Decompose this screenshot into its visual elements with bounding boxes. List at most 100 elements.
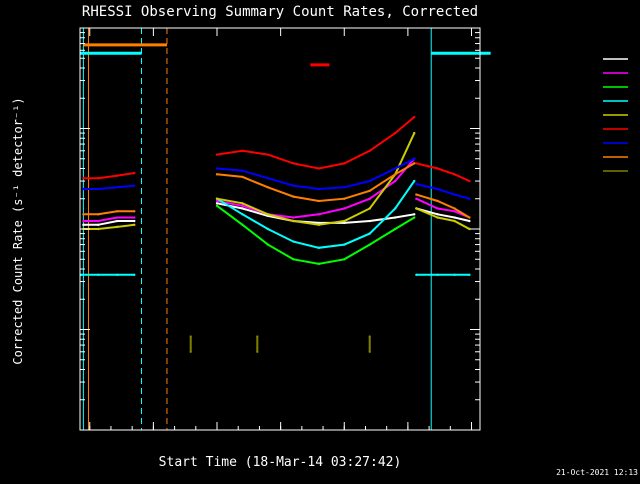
series-7-point-2-1	[436, 199, 439, 203]
legend	[603, 58, 628, 172]
series-4-point-1-4	[317, 223, 321, 227]
series-6-point-2-3	[468, 197, 471, 200]
series-3-point-1-7	[393, 207, 397, 210]
series-2-point-0-6	[368, 243, 371, 246]
series-8-point-0-1	[189, 335, 192, 338]
chart-title: RHESSI Observing Summary Count Rates, Co…	[82, 4, 478, 20]
series-7-point-2-0	[415, 193, 418, 196]
series-4-point-1-5	[343, 219, 346, 223]
plot-area	[80, 28, 491, 430]
series-4-point-1-0	[215, 197, 219, 200]
series-6-point-1-8	[413, 157, 416, 160]
series-6-segment-1	[216, 157, 415, 191]
series-5-point-1-2	[266, 153, 270, 156]
plot-inner	[80, 28, 471, 430]
series-6-segment-2	[416, 183, 470, 200]
series-5-point-1-5	[343, 162, 346, 165]
series-7-point-1-7	[393, 173, 397, 176]
series-7-point-1-0	[215, 173, 219, 176]
series-4-point-1-8	[413, 131, 416, 135]
series-0-point-0-1	[97, 223, 100, 227]
series-1-point-0-0	[82, 219, 85, 223]
series-2-point-0-1	[241, 223, 244, 227]
y-axis-label: Corrected Count Rate (s⁻¹ detector⁻¹)	[11, 97, 25, 364]
footer-timestamp: 21-Oct-2021 12:13	[556, 468, 638, 477]
series-0-point-0-0	[82, 223, 85, 227]
series-0-segment-2	[416, 207, 470, 222]
series-5-point-2-2	[453, 173, 456, 176]
series-5-point-1-1	[241, 149, 244, 152]
series-5-point-2-3	[468, 179, 471, 183]
series-1-point-1-0	[215, 199, 219, 203]
series-5-point-0-1	[97, 177, 100, 180]
series-6-point-1-4	[317, 187, 321, 191]
series-6-point-1-7	[393, 167, 397, 170]
series-4-segment-2	[416, 207, 470, 230]
series-1-point-2-2	[453, 210, 456, 213]
series-5-point-2-0	[415, 162, 418, 165]
series-3-point-0-2	[116, 273, 119, 277]
series-8-point-0-0	[189, 350, 192, 353]
series-0-point-1-7	[393, 216, 397, 219]
series-6-point-0-0	[82, 187, 85, 191]
series-5-point-1-3	[292, 162, 295, 165]
series-7-point-1-6	[368, 189, 371, 192]
series-6-point-1-0	[215, 167, 219, 170]
series-5-point-0-2	[116, 174, 119, 177]
series-5-segment-0	[83, 172, 135, 180]
series-5-segment-1	[216, 116, 415, 170]
series-3-point-0-1	[97, 273, 100, 277]
series-7-segment-1	[216, 162, 415, 203]
series-1-point-1-6	[368, 197, 371, 200]
series-0-point-1-6	[368, 219, 371, 223]
series-2-point-0-8	[413, 216, 416, 219]
series-1-point-1-3	[292, 216, 295, 219]
series-8-point-2-0	[368, 350, 371, 353]
series-7-point-1-4	[317, 199, 321, 203]
series-4-point-2-1	[436, 216, 439, 219]
series-1-segment-0	[83, 216, 135, 222]
series-0-point-0-2	[116, 219, 119, 223]
series-4-point-1-2	[266, 213, 270, 216]
series-7-point-1-2	[266, 186, 270, 189]
series-3-point-1-5	[343, 243, 346, 246]
series-5-point-1-7	[393, 131, 397, 135]
series-0-point-1-1	[241, 207, 244, 210]
series-2-point-0-2	[266, 243, 270, 246]
series-0-point-1-4	[317, 221, 321, 225]
series-3-point-2-2	[453, 273, 456, 277]
series-1-point-1-4	[317, 213, 321, 216]
series-3-point-0-0	[80, 273, 83, 277]
series-1-point-0-1	[97, 219, 100, 223]
series-7-point-0-2	[116, 210, 119, 213]
series-5-point-1-6	[368, 149, 371, 152]
series-1-point-0-2	[116, 216, 119, 219]
series-4-point-0-2	[116, 225, 119, 229]
series-5-point-1-0	[215, 153, 219, 156]
series-2-point-0-7	[393, 227, 397, 231]
series-3-point-1-2	[266, 227, 270, 231]
series-1-point-1-1	[241, 204, 244, 208]
series-7-point-0-0	[82, 213, 85, 216]
series-7-point-0-3	[133, 210, 136, 213]
series-2-point-0-5	[343, 258, 346, 261]
series-3-point-1-8	[413, 179, 416, 183]
series-1-point-1-5	[343, 207, 346, 210]
series-0-point-1-0	[215, 202, 219, 205]
series-5-point-2-1	[436, 167, 439, 170]
series-3-point-2-0	[415, 273, 418, 277]
series-7-segment-0	[83, 210, 135, 216]
series-7-point-2-3	[468, 216, 471, 219]
series-0-point-2-2	[453, 216, 456, 219]
series-4-point-2-3	[468, 227, 471, 231]
series-2-point-0-3	[292, 258, 295, 261]
series-7-point-1-5	[343, 197, 346, 200]
series-0-point-1-8	[413, 213, 416, 216]
series-1-point-1-7	[393, 179, 397, 183]
series-6-point-2-0	[415, 182, 418, 186]
series-7-point-2-2	[453, 207, 456, 210]
series-0-point-0-3	[133, 219, 136, 223]
series-5-point-0-3	[133, 171, 136, 175]
